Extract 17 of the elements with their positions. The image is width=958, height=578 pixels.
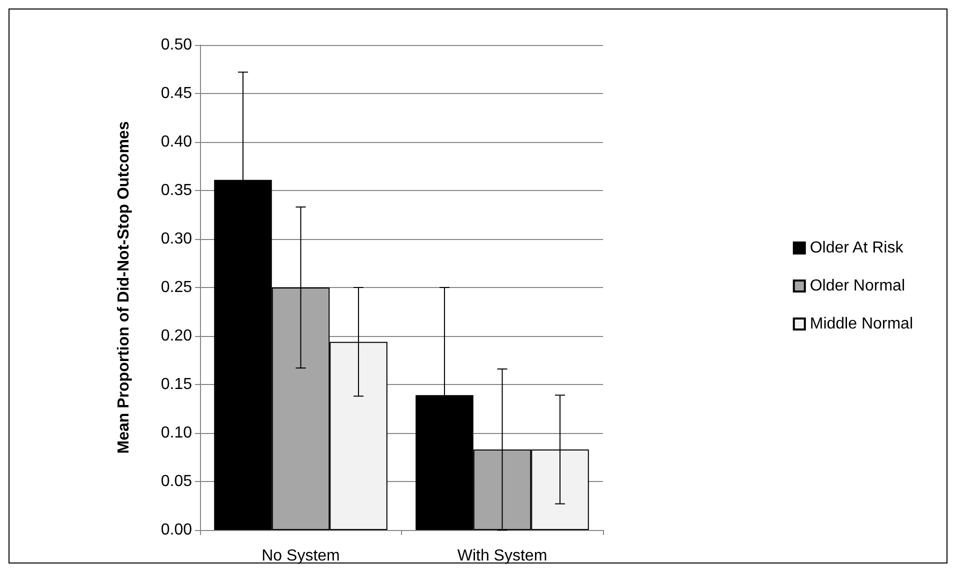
x-tick-label: With System bbox=[457, 548, 548, 564]
y-tick-label: 0.15 bbox=[160, 376, 192, 393]
y-tick-label: 0.25 bbox=[160, 279, 192, 296]
y-tick-label: 0.35 bbox=[160, 182, 192, 199]
x-tick-label: No System bbox=[262, 548, 340, 564]
legend-label: Older At Risk bbox=[810, 240, 904, 256]
y-tick-label: 0.00 bbox=[160, 522, 192, 538]
y-tick-label: 0.40 bbox=[160, 134, 192, 150]
y-tick-label: 0.05 bbox=[160, 473, 192, 490]
y-tick-label: 0.10 bbox=[160, 424, 192, 442]
y-tick-label: 0.30 bbox=[160, 230, 192, 248]
legend-label: Middle Normal bbox=[810, 316, 913, 332]
y-tick-label: 0.20 bbox=[160, 328, 192, 344]
legend-label: Older Normal bbox=[810, 278, 905, 294]
y-tick-label: 0.50 bbox=[160, 36, 192, 54]
y-tick-label: 0.45 bbox=[160, 85, 192, 102]
y-axis-title: Mean Proportion of Did-Not-Stop Outcomes bbox=[116, 121, 132, 454]
